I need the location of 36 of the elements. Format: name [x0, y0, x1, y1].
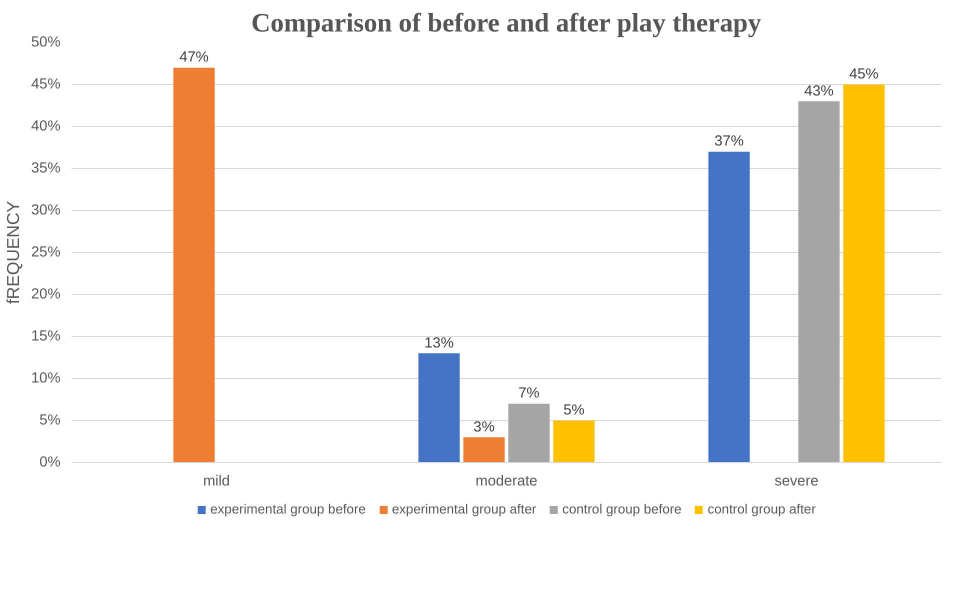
x-tick-label: moderate: [476, 474, 538, 490]
bar: [463, 437, 505, 462]
bar: [708, 152, 750, 462]
y-tick-label: 45%: [31, 76, 61, 92]
legend-label: experimental group before: [210, 502, 366, 516]
y-tick-label: 30%: [31, 202, 61, 218]
y-axis-title: fREQUENCY: [3, 200, 24, 304]
y-tick-label: 40%: [31, 118, 61, 134]
bar: [798, 101, 840, 462]
y-tick-label: 35%: [31, 160, 61, 176]
y-tick-label: 25%: [31, 244, 61, 260]
data-label: 13%: [424, 335, 454, 352]
data-label: 5%: [563, 402, 585, 418]
bar: [173, 68, 215, 462]
y-tick-label: 5%: [39, 412, 61, 428]
y-tick-label: 20%: [31, 286, 61, 302]
data-label: 47%: [179, 50, 209, 66]
legend-label: experimental group after: [392, 502, 536, 516]
y-tick-label: 10%: [31, 370, 61, 386]
y-tick-label: 15%: [31, 328, 61, 344]
data-label: 3%: [473, 419, 495, 436]
data-label: 37%: [714, 134, 744, 150]
data-label: 43%: [804, 83, 834, 100]
x-tick-label: severe: [774, 474, 819, 490]
bar: [418, 353, 460, 462]
y-tick-label: 50%: [31, 34, 61, 50]
bar: [843, 84, 885, 462]
data-label: 7%: [518, 386, 540, 402]
bar: [508, 404, 550, 462]
legend-label: control group before: [562, 502, 682, 516]
bar: [553, 420, 595, 462]
y-tick-label: 0%: [39, 454, 61, 470]
data-label: 45%: [849, 66, 879, 82]
legend-label: control group after: [708, 502, 816, 516]
x-tick-label: mild: [203, 474, 230, 490]
chart-title: Comparison of before and after play therapy: [251, 8, 762, 38]
